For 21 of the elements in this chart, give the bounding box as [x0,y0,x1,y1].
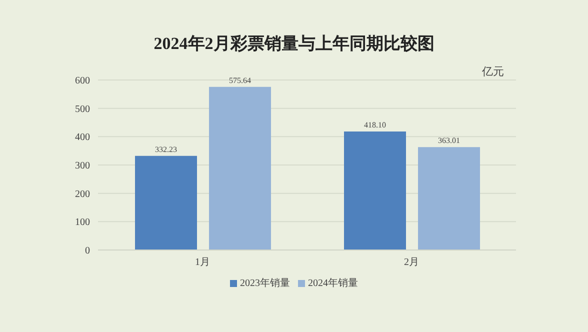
x-tick-label: 2月 [404,257,419,268]
bar [135,156,197,250]
chart-title: 2024年2月彩票销量与上年同期比较图 [152,33,436,55]
y-tick-label: 0 [85,246,90,257]
bar [344,132,406,250]
y-tick-label: 200 [75,188,90,200]
y-tick-label: 500 [75,104,90,115]
y-tick-label: 600 [75,76,90,87]
y-tick-label: 400 [75,132,90,144]
text: 575.64 [229,76,251,85]
bar [209,86,271,250]
y-axis-title: 亿元 [482,65,504,79]
x-tick-label: 1月 [195,257,210,268]
y-tick-label: 100 [75,217,90,228]
text: 363.01 [438,136,460,146]
bar [418,147,480,250]
text: 418.10 [364,120,386,130]
legend-label: 2023年销量 [239,277,290,290]
legend-label: 2024年销量 [307,277,358,290]
y-tick-label: 300 [75,160,90,172]
text: 332.23 [155,144,177,154]
